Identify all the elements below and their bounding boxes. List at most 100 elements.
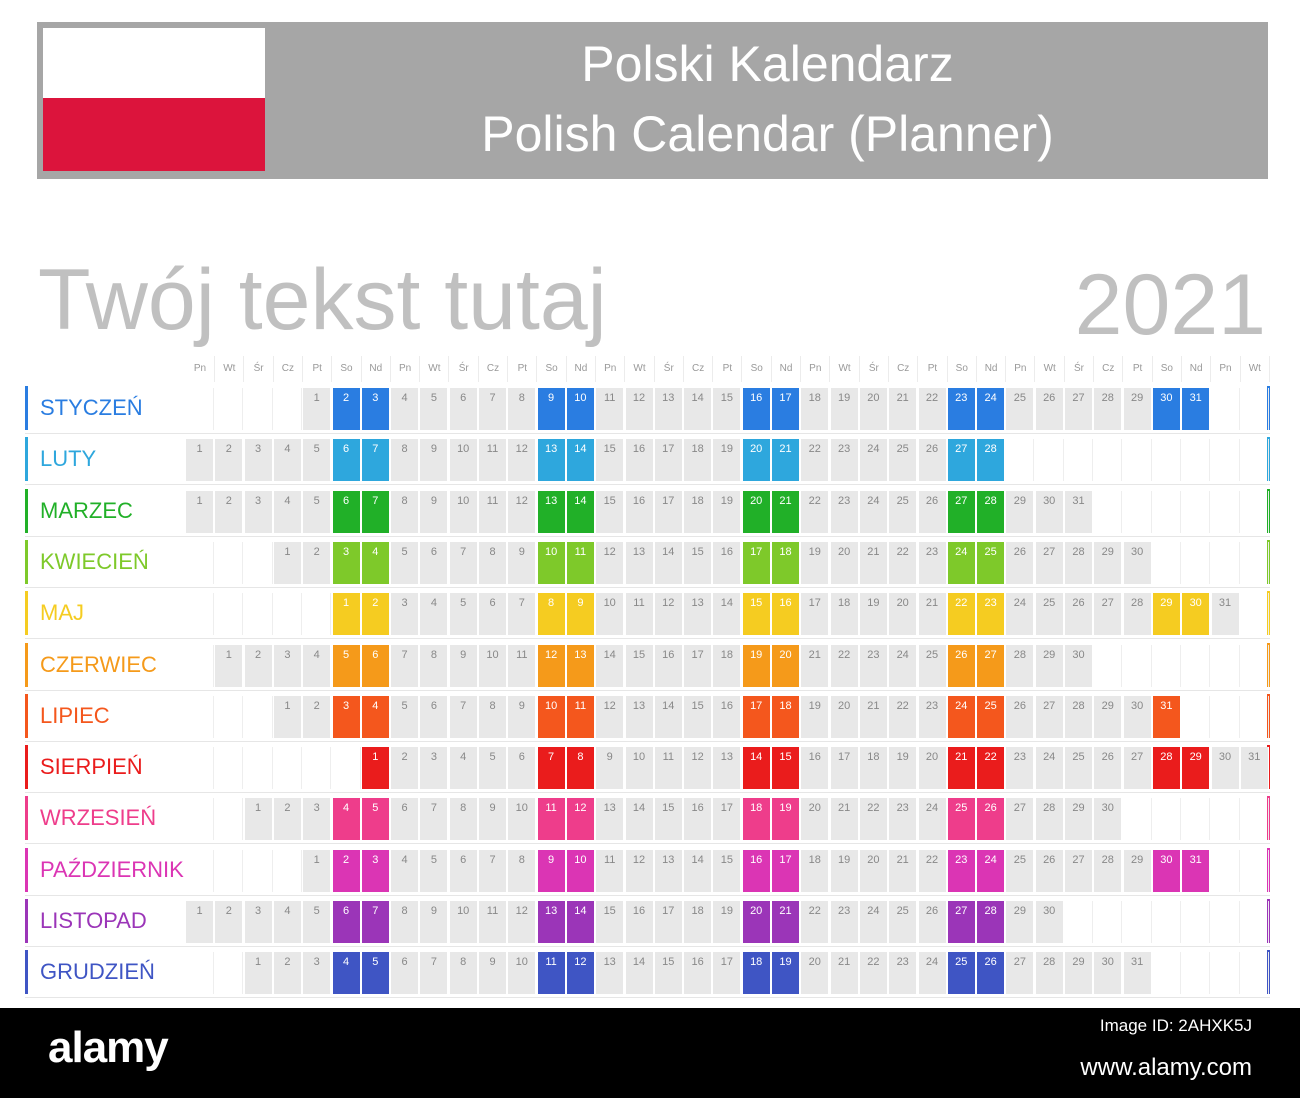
day-cell: 22 [859, 952, 888, 995]
day-cell: 14 [654, 541, 683, 584]
weekday-header: Wt [1241, 356, 1270, 382]
day-cell: 12 [654, 593, 683, 636]
weekday-header: Cz [274, 356, 303, 382]
year-label: 2021 [1074, 257, 1266, 353]
day-cell: 1 [273, 695, 302, 738]
weekday-header: Śr [1065, 356, 1094, 382]
day-cell: 6 [420, 695, 449, 738]
day-cell: 27 [1094, 593, 1123, 636]
weekend-day-cell: 4 [332, 798, 361, 841]
weekend-day-cell: 31 [1182, 849, 1211, 892]
weekend-day-cell: 27 [947, 490, 976, 533]
day-cell: 29 [1006, 490, 1035, 533]
empty-cell [245, 593, 273, 636]
weekday-header: Pn [801, 356, 831, 382]
weekend-day-cell: 28 [1152, 747, 1181, 790]
empty-cell [1182, 490, 1211, 533]
day-cell: 31 [1065, 490, 1093, 533]
weekend-day-cell: 23 [947, 849, 976, 892]
day-cell: 29 [1094, 541, 1123, 584]
weekend-day-cell: 13 [566, 644, 595, 687]
day-cell: 7 [508, 593, 537, 636]
empty-cell [1153, 490, 1181, 533]
empty-cell [245, 541, 273, 584]
day-cell: 17 [654, 439, 683, 482]
day-cell: 27 [1065, 388, 1093, 430]
weekday-header: Wt [420, 356, 450, 382]
day-cell: 11 [596, 388, 625, 430]
subtitle-placeholder: Twój tekst tutaj [38, 252, 607, 348]
day-cell: 18 [713, 644, 742, 687]
empty-cell [1182, 644, 1211, 687]
weekday-header: So [333, 356, 362, 382]
day-cell: 4 [303, 644, 332, 687]
weekend-day-cell: 25 [977, 541, 1006, 584]
empty-cell [1153, 439, 1181, 482]
empty-cell [274, 593, 302, 636]
month-row: MARZEC 1 2 3 4 5 6 7 8 9 10 11 12 13 14 15 16 17 18 19 20 21 2… [25, 487, 1270, 537]
weekend-day-cell: 19 [772, 952, 800, 995]
day-cell: 22 [918, 849, 947, 892]
day-cell: 20 [801, 798, 830, 841]
day-cell: 24 [889, 644, 918, 687]
day-cell: 30 [1123, 541, 1152, 584]
month-name: LISTOPAD [40, 908, 147, 933]
empty-cell [1124, 798, 1152, 841]
day-cell: 3 [244, 490, 273, 533]
day-cell: 17 [713, 952, 742, 995]
day-cell: 14 [654, 695, 683, 738]
day-cell: 15 [596, 490, 625, 533]
day-cell: 5 [391, 695, 420, 738]
day-cell: 2 [244, 644, 273, 687]
weekday-header: Pn [391, 356, 421, 382]
day-cell: 26 [1094, 747, 1123, 790]
day-cell: 3 [303, 798, 332, 841]
day-cell: 18 [830, 593, 859, 636]
month-name: SIERPIEŃ [40, 754, 143, 780]
day-cell: 19 [713, 490, 742, 533]
day-cell: 1 [244, 798, 273, 841]
day-cell: 21 [918, 593, 947, 636]
day-cell: 4 [273, 490, 302, 533]
empty-cell [1065, 901, 1093, 943]
watermark-strip: alamy Image ID: 2AHXK5J www.alamy.com [0, 1008, 1300, 1098]
day-cell: 10 [449, 439, 478, 482]
month-color-bar [25, 950, 28, 995]
month-row: KWIECIEŃ 1 2 3 4 5 6 7 8 9 10 11 12 13 14 15 16 17 18 19 20 2… [25, 538, 1270, 588]
empty-cell [1094, 490, 1123, 533]
weekend-day-cell: 20 [742, 490, 771, 533]
day-cell: 4 [420, 593, 449, 636]
day-cell: 11 [479, 439, 507, 482]
calendar-grid: Pn Wt Śr Cz Pt So Nd Pn Wt Śr Cz Pt So Nd Pn Wt Śr Cz Pt So… [25, 356, 1270, 999]
day-cell: 1 [273, 541, 302, 584]
weekend-day-cell: 29 [1152, 593, 1181, 636]
day-cell: 13 [596, 952, 625, 995]
month-color-bar [25, 488, 28, 533]
empty-cell [1182, 798, 1211, 841]
weekend-day-cell: 2 [361, 593, 390, 636]
weekend-day-cell: 25 [947, 798, 976, 841]
day-cell: 24 [918, 952, 947, 995]
weekend-day-cell: 30 [1182, 593, 1211, 636]
weekday-header: Pn [1006, 356, 1036, 382]
day-cell: 31 [1240, 747, 1269, 790]
day-cell: 12 [596, 541, 625, 584]
empty-cell [186, 747, 214, 790]
day-cell: 22 [889, 541, 918, 584]
day-cell: 19 [801, 695, 830, 738]
day-cell: 5 [303, 439, 332, 482]
day-cell: 25 [889, 901, 918, 943]
day-cell: 7 [391, 644, 420, 687]
day-cell: 19 [830, 849, 859, 892]
empty-cell [186, 849, 214, 892]
day-cell: 1 [215, 644, 244, 687]
day-cell: 30 [1035, 901, 1064, 943]
empty-cell [186, 952, 214, 995]
month-color-bar [25, 539, 28, 584]
weekday-header: Cz [684, 356, 714, 382]
day-cell: 4 [391, 388, 420, 430]
weekend-day-cell: 9 [566, 593, 595, 636]
weekday-header: Nd [1182, 356, 1212, 382]
day-cell: 15 [713, 849, 742, 892]
day-cell: 7 [420, 798, 449, 841]
